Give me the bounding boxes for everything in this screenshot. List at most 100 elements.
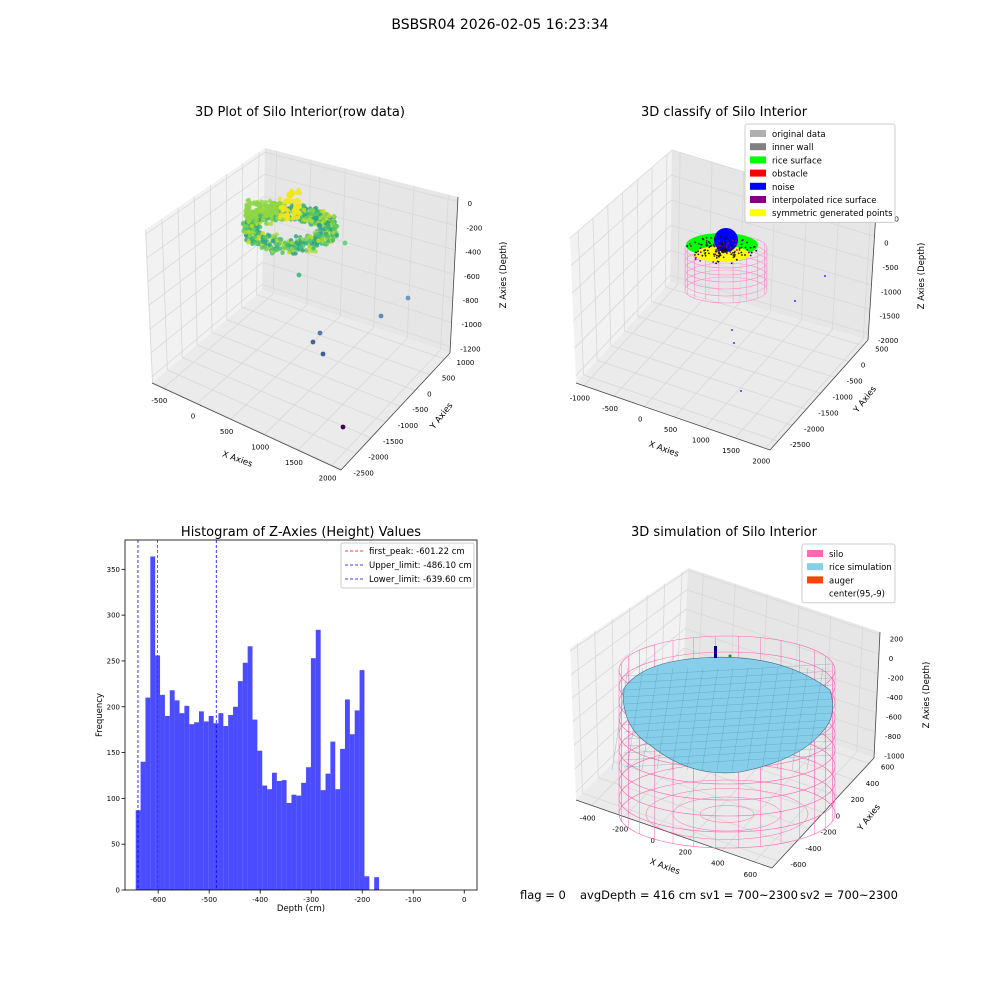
data-point	[716, 242, 719, 244]
noise-point	[824, 275, 826, 277]
grid-line	[685, 608, 879, 674]
histogram-bar	[189, 724, 195, 890]
data-point	[697, 243, 700, 245]
figure-title: BSBSR04 2026-02-05 16:23:34	[391, 17, 609, 33]
x-tick-label: 2000	[319, 475, 337, 483]
data-point	[699, 251, 702, 254]
data-point	[286, 246, 291, 251]
x-tick-label: -200	[354, 896, 370, 904]
data-point	[722, 256, 725, 259]
y-tick-label: 350	[107, 566, 120, 574]
data-point	[713, 255, 716, 257]
z-tick-label: -2000	[878, 337, 898, 345]
mesh-line	[716, 667, 734, 771]
data-point	[295, 197, 300, 203]
legend-label: original data	[772, 130, 826, 140]
data-point	[281, 207, 286, 212]
data-point	[304, 215, 309, 221]
grid-line	[263, 217, 455, 275]
data-point	[712, 243, 715, 246]
data-point	[734, 254, 736, 256]
data-point	[301, 207, 307, 212]
grid-line	[611, 619, 615, 762]
histogram-bar	[349, 734, 355, 890]
data-point	[291, 251, 296, 256]
data-point	[283, 198, 289, 203]
data-point	[327, 214, 332, 219]
grid-line	[151, 284, 263, 378]
data-point	[719, 235, 721, 238]
data-point	[260, 239, 266, 244]
z-axis-label: Z Axies (Depth)	[922, 662, 932, 729]
panel-simulation: 3D simulation of Silo Interior-400-20002…	[569, 525, 932, 879]
legend-label: symmetric generated points	[772, 209, 893, 219]
data-point	[265, 221, 270, 226]
histogram-bar	[184, 705, 190, 890]
legend-label: rice surface	[772, 156, 822, 166]
data-point	[720, 246, 722, 249]
mesh-line	[623, 705, 833, 719]
data-point	[725, 249, 727, 251]
x-axis-line	[575, 799, 773, 869]
z-tick-label: 200	[890, 635, 903, 643]
data-point	[317, 223, 323, 228]
y-tick-label: -2000	[804, 425, 824, 433]
data-point	[718, 255, 720, 258]
grid-line	[636, 179, 639, 317]
y-tick-label: 50	[111, 841, 120, 849]
grid-line	[594, 631, 599, 778]
mesh-line	[623, 663, 833, 677]
data-point	[271, 233, 277, 238]
data-point	[719, 245, 722, 247]
z-tick-label: -800	[885, 733, 901, 741]
grid-line	[210, 185, 213, 333]
data-point	[714, 250, 717, 253]
data-point	[750, 251, 753, 254]
grid-line	[598, 777, 794, 846]
grid-line	[862, 210, 872, 339]
data-point	[704, 254, 707, 257]
legend-swatch	[750, 209, 766, 217]
data-point	[721, 240, 723, 243]
grid-line	[373, 177, 381, 328]
data-point	[740, 243, 743, 246]
z-tick-label: -1200	[460, 345, 480, 353]
legend-swatch	[750, 130, 766, 137]
data-point	[747, 251, 750, 254]
grid-line	[264, 151, 458, 203]
data-point	[317, 330, 323, 336]
grid-line	[570, 589, 688, 675]
x-tick-label: 1500	[285, 459, 303, 467]
data-point	[706, 244, 709, 247]
legend-label: first_peak: -601.22 cm	[369, 547, 465, 557]
grid-line	[597, 359, 793, 426]
center-marker	[714, 646, 717, 658]
data-point	[717, 260, 720, 263]
mesh-line	[686, 667, 704, 771]
data-point	[746, 241, 748, 244]
z-tick-label: -400	[887, 694, 903, 702]
grid-line	[624, 330, 821, 394]
histogram-bar	[242, 662, 248, 890]
data-point	[726, 243, 729, 245]
y-tick-label: -500	[847, 377, 863, 385]
x-axis-line	[151, 382, 342, 471]
grid-line	[161, 218, 168, 370]
histogram-bar	[330, 741, 336, 890]
data-point	[738, 247, 741, 250]
x-tick-label: 0	[462, 896, 466, 904]
panel-classify: 3D classify of Silo Interior -1000 -500 0 50…	[570, 105, 927, 465]
grid-line	[708, 162, 713, 294]
z-tick-label: -1500	[880, 313, 900, 321]
pane	[145, 148, 265, 383]
y-tick-label: -1500	[383, 438, 403, 446]
data-point	[725, 237, 728, 239]
flag-text: flag = 0	[520, 888, 566, 902]
y-tick-label: 300	[107, 612, 120, 620]
mesh-line	[731, 667, 749, 771]
y-axis-label: Y Axies	[855, 802, 883, 834]
y-tick-label: 150	[107, 749, 120, 757]
grid-line	[163, 293, 274, 389]
histogram-bar	[281, 780, 287, 890]
